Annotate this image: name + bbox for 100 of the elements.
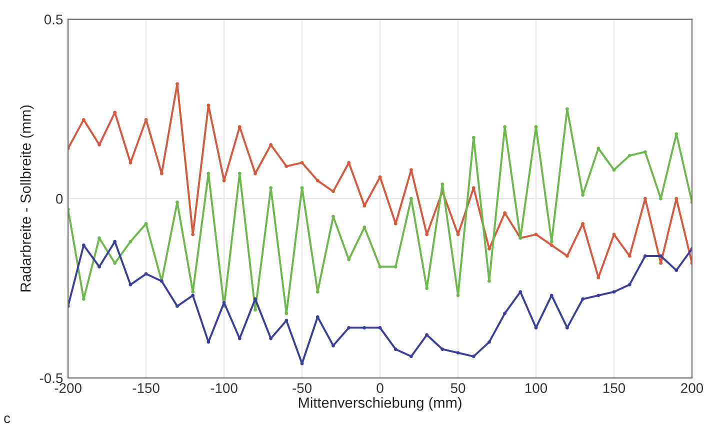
point	[284, 312, 288, 316]
point	[128, 240, 132, 244]
point	[176, 82, 179, 86]
point	[456, 351, 460, 355]
line-series	[68, 240, 692, 366]
point	[503, 312, 507, 316]
point	[98, 143, 101, 147]
point	[362, 326, 366, 330]
point	[643, 254, 647, 258]
point	[409, 354, 413, 358]
point	[674, 132, 678, 136]
point	[269, 186, 273, 190]
point	[82, 297, 86, 301]
point	[300, 186, 304, 190]
y-tick-label: 0	[56, 194, 63, 204]
line-series	[68, 82, 692, 280]
point	[612, 290, 616, 294]
text: c	[4, 416, 10, 424]
point	[394, 265, 398, 268]
point	[534, 125, 538, 129]
point	[82, 243, 86, 247]
point	[144, 222, 148, 226]
point	[331, 344, 335, 348]
x-tick-label: -50	[292, 383, 312, 393]
point	[347, 326, 351, 330]
point	[565, 107, 569, 111]
point	[596, 294, 600, 298]
point	[191, 290, 195, 294]
point	[628, 282, 632, 286]
point	[643, 196, 647, 200]
point	[362, 204, 366, 208]
point	[191, 294, 195, 298]
point	[191, 232, 195, 236]
point	[674, 268, 678, 272]
point	[565, 254, 569, 258]
point	[222, 178, 226, 182]
point	[581, 193, 585, 197]
point	[113, 110, 117, 114]
point	[254, 308, 257, 312]
point	[487, 279, 491, 283]
point	[628, 254, 632, 258]
point	[472, 136, 476, 140]
point	[238, 172, 242, 176]
point	[409, 196, 413, 200]
point	[378, 326, 382, 330]
point	[503, 125, 507, 129]
point	[254, 172, 257, 176]
y-tick-label: -0.5	[40, 373, 63, 384]
point	[440, 182, 444, 186]
x-tick-label: 200	[681, 383, 704, 393]
point	[456, 294, 460, 298]
point	[581, 222, 585, 226]
point	[487, 247, 491, 251]
point	[378, 265, 382, 268]
point	[581, 297, 585, 301]
point	[674, 196, 678, 200]
point	[347, 160, 351, 164]
point	[176, 200, 179, 204]
point	[425, 232, 429, 236]
point	[316, 290, 320, 294]
point	[206, 104, 210, 108]
point	[144, 118, 148, 122]
point	[612, 168, 616, 172]
point	[300, 160, 304, 164]
point	[628, 154, 632, 158]
point	[331, 214, 335, 218]
point	[160, 172, 164, 176]
point	[238, 125, 242, 129]
point	[316, 178, 320, 182]
point	[113, 261, 117, 265]
point	[550, 240, 554, 244]
point	[284, 318, 288, 322]
point	[98, 236, 101, 240]
x-tick-label: -200	[54, 383, 82, 393]
point	[222, 300, 226, 304]
point	[472, 354, 476, 358]
point	[659, 254, 663, 258]
x-tick-label: 100	[525, 383, 548, 393]
point	[487, 340, 491, 344]
y-tick-label: 0.5	[44, 14, 63, 24]
point	[378, 175, 382, 179]
x-tick-label: 50	[450, 383, 466, 393]
x-tick-label: -100	[210, 383, 238, 393]
point	[144, 272, 148, 276]
point	[284, 164, 288, 168]
x-tick-label: 150	[603, 383, 626, 393]
point	[643, 150, 647, 154]
point	[176, 304, 179, 308]
point	[596, 276, 600, 280]
x-tick-label: 0	[376, 383, 384, 393]
point	[331, 190, 335, 194]
point	[316, 315, 320, 319]
point	[440, 347, 444, 351]
point	[113, 240, 117, 244]
x-tick-label: -150	[132, 383, 160, 393]
x-axis-title: Mittenverschiebung (mm)	[298, 397, 462, 411]
y-axis-title: Radarbreite - Sollbreite (mm)	[20, 105, 34, 292]
point	[394, 347, 398, 351]
point	[550, 243, 554, 247]
point	[425, 333, 429, 337]
